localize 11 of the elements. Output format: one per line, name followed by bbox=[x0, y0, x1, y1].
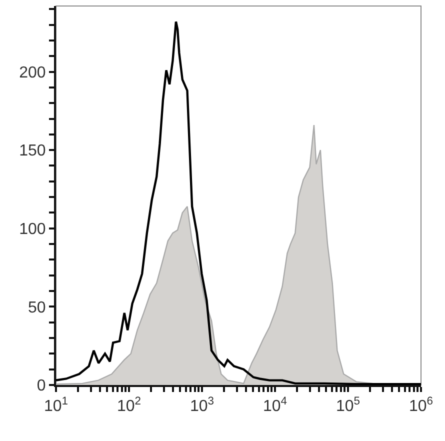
y-tick-label: 50 bbox=[28, 299, 46, 316]
x-tick-label: 10$^{5}$ bbox=[336, 395, 360, 416]
x-tick-label: 10$^{3}$ bbox=[190, 395, 214, 416]
x-tick-label: 10$^{4}$ bbox=[262, 395, 288, 416]
y-tick-label: 100 bbox=[19, 220, 46, 238]
y-tick-label: 200 bbox=[19, 64, 46, 82]
x-tick-label: 10$^{1}$ bbox=[44, 395, 68, 416]
x-tick-label: 10$^{6}$ bbox=[408, 395, 434, 416]
y-tick-label: 0 bbox=[36, 378, 46, 395]
y-tick-label: 150 bbox=[19, 142, 46, 160]
x-tick-label: 10$^{2}$ bbox=[116, 395, 142, 416]
